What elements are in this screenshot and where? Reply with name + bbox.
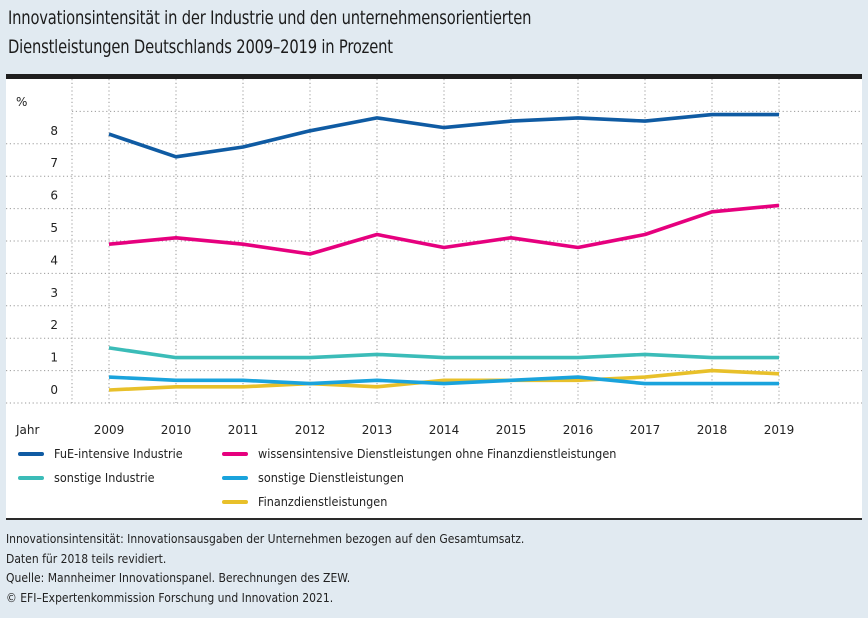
legend-item-fue-intensive-industrie: FuE-intensive Industrie: [18, 446, 197, 461]
x-tick-label: 2013: [362, 423, 393, 437]
x-tick-label: 2017: [630, 423, 661, 437]
x-tick-label: 2010: [161, 423, 192, 437]
y-tick-label: 5: [50, 221, 58, 235]
series-line-fue-intensive-industrie: [108, 112, 779, 159]
footnote-revision: Daten für 2018 teils revidiert.: [6, 551, 167, 566]
legend-label: FuE-intensive Industrie: [54, 446, 183, 461]
legend-label: sonstige Industrie: [54, 470, 155, 485]
x-tick-label: 2018: [697, 423, 728, 437]
legend-label: wissensintensive Dienstleistungen ohne F…: [258, 446, 617, 461]
y-tick-label: 4: [50, 253, 58, 267]
series-line-finanzdienstleistungen: [108, 368, 780, 392]
x-tick-label: 2014: [429, 423, 460, 437]
chart-title-line-1: Innovationsintensität in der Industrie u…: [8, 7, 532, 29]
footnote-source: Quelle: Mannheimer Innovationspanel. Ber…: [6, 571, 351, 585]
y-tick-label: 7: [50, 156, 58, 170]
y-tick-labels: 0 1 2 3 4 5 6 7 8: [50, 124, 58, 397]
x-tick-label: 2015: [496, 423, 527, 437]
y-tick-label: 3: [50, 286, 58, 300]
legend-swatch: [222, 475, 248, 480]
x-tick-label: 2012: [295, 423, 326, 437]
series-lines: [108, 112, 780, 392]
chart-title: Innovationsintensität in der Industrie u…: [8, 4, 531, 62]
series-line-wissensintensive-dienstleistungen-ohne-finanzdienstleistungen: [108, 203, 780, 256]
legend-swatch: [18, 451, 44, 456]
legend-label: sonstige Dienstleistungen: [258, 470, 404, 485]
legend-swatch: [222, 499, 248, 504]
y-tick-label: 8: [50, 124, 58, 138]
legend-item-sonstige-industrie: sonstige Industrie: [18, 470, 166, 485]
x-axis-label: Jahr: [15, 423, 39, 437]
legend-item-finanzdienstleistungen: Finanzdienstleistungen: [222, 494, 402, 509]
chart-title-line-2: Dienstleistungen Deutschlands 2009–2019 …: [8, 36, 393, 58]
series-line-sonstige-industrie: [108, 346, 779, 360]
y-tick-label: 2: [50, 318, 58, 332]
legend-item-wissensintensive-dienstleistungen: wissensintensive Dienstleistungen ohne F…: [222, 446, 656, 461]
y-tick-label: 0: [50, 383, 58, 397]
legend-label: Finanzdienstleistungen: [258, 494, 388, 509]
footnote-copyright: © EFI–Expertenkommission Forschung und I…: [6, 590, 334, 605]
x-tick-label: 2009: [94, 423, 125, 437]
y-tick-label: 6: [50, 189, 58, 203]
footnote-definition: Innovationsintensität: Innovationsausgab…: [6, 532, 525, 546]
y-tick-label: 1: [50, 351, 58, 365]
legend-item-sonstige-dienstleistungen: sonstige Dienstleistungen: [222, 470, 420, 485]
legend-swatch: [222, 451, 248, 456]
y-axis-label: %: [16, 95, 27, 109]
x-tick-labels: 2009 2010 2011 2012 2013 2014 2015 2016 2017 2018…: [94, 423, 795, 437]
x-tick-label: 2019: [764, 423, 795, 437]
footnotes: Innovationsintensität: Innovationsausgab…: [6, 530, 582, 608]
legend-swatch: [18, 475, 44, 480]
x-tick-label: 2011: [228, 423, 259, 437]
series-line-sonstige-dienstleistungen: [108, 375, 779, 386]
x-tick-label: 2016: [563, 423, 594, 437]
